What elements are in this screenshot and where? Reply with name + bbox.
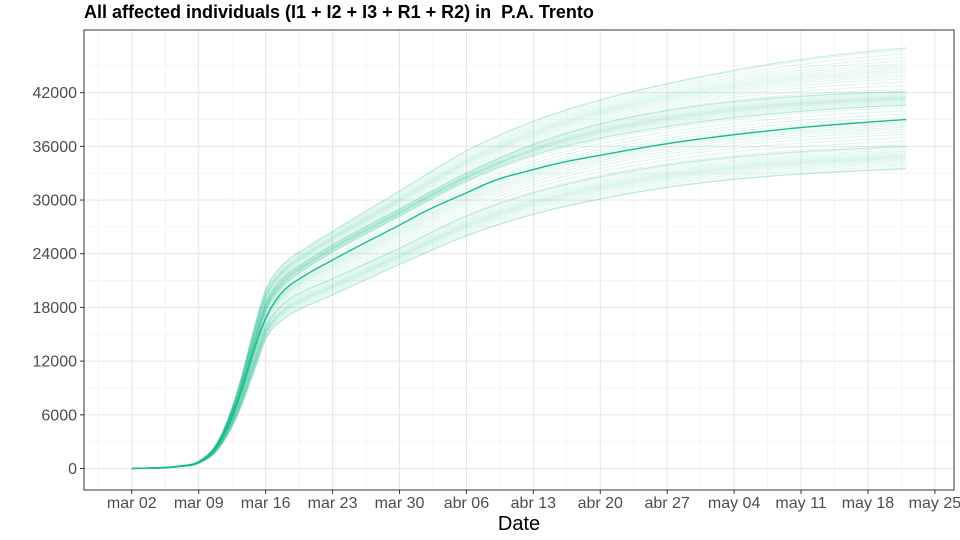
ensemble-series-line xyxy=(131,104,907,470)
median-line-group xyxy=(131,118,907,470)
ensemble-series-line xyxy=(131,69,907,470)
ensemble-series-line xyxy=(131,156,907,470)
ensemble-series-line xyxy=(131,96,907,470)
ensemble-series-line xyxy=(131,161,907,470)
y-tick-label: 30000 xyxy=(33,193,78,210)
ensemble-series-line xyxy=(131,131,907,470)
ensemble-series-line xyxy=(131,99,907,470)
chart-title: All affected individuals (I1 + I2 + I3 +… xyxy=(84,2,594,22)
x-tick-label: abr 06 xyxy=(444,495,489,512)
x-tick-label: may 04 xyxy=(708,495,761,512)
ensemble-series-line xyxy=(131,97,907,470)
ensemble-anchor-line xyxy=(131,168,907,470)
ensemble-series-line xyxy=(131,101,907,470)
ensemble-series-line xyxy=(131,148,907,470)
x-tick-label: mar 16 xyxy=(241,495,291,512)
ensemble-series-line xyxy=(131,65,907,470)
ensemble-series-line xyxy=(131,78,907,470)
ensemble-series-line xyxy=(131,98,907,470)
ensemble-series-line xyxy=(131,157,907,470)
ensemble-series-line xyxy=(131,153,907,470)
ensemble-series-line xyxy=(131,124,907,470)
ensemble-series-line xyxy=(131,67,907,470)
ensemble-series-line xyxy=(131,89,907,470)
ensemble-series-line xyxy=(131,71,907,470)
ensemble-series-line xyxy=(131,91,907,470)
ensemble-series-line xyxy=(131,81,907,470)
ensemble-series-line xyxy=(131,95,907,470)
x-tick-label: abr 27 xyxy=(644,495,689,512)
y-tick-label: 24000 xyxy=(33,246,78,263)
x-axis-title: Date xyxy=(498,513,540,535)
ensemble-series-line xyxy=(131,93,907,470)
ensemble-series-line xyxy=(131,75,907,470)
ensemble-series-line xyxy=(131,85,907,470)
ensemble-anchor-line xyxy=(131,91,907,470)
ensemble-series-line xyxy=(131,99,907,470)
x-tick-label: mar 23 xyxy=(308,495,358,512)
ensemble-series-line xyxy=(131,126,907,470)
ensemble-anchor-line xyxy=(131,145,907,470)
ensemble-series-line xyxy=(131,152,907,470)
minor-gridlines xyxy=(84,30,954,490)
ensemble-series-line xyxy=(131,165,907,470)
x-tick-label: abr 20 xyxy=(578,495,623,512)
x-tick-label: mar 09 xyxy=(174,495,224,512)
median-series-line xyxy=(131,118,907,470)
ensemble-series-line xyxy=(131,97,907,470)
ensemble-anchor-line xyxy=(131,47,907,470)
x-axis: mar 02 mar 09 mar 16 mar 23 mar 30 abr 06 abr … xyxy=(107,490,960,512)
ensemble-lines xyxy=(131,47,907,470)
ensemble-series-line xyxy=(131,144,907,470)
ensemble-series-line xyxy=(131,110,907,470)
y-axis: 0 6000 12000 18000 24000 30000 36000 42000 xyxy=(33,85,84,478)
ensemble-series-line xyxy=(131,53,907,470)
ensemble-series-line xyxy=(131,163,907,470)
ensemble-series-line xyxy=(131,100,907,470)
x-tick-label: may 11 xyxy=(775,495,826,512)
ensemble-series-line xyxy=(131,140,907,470)
ensemble-series-line xyxy=(131,158,907,470)
x-tick-label: may 25 xyxy=(909,495,960,512)
ensemble-series-line xyxy=(131,160,907,470)
ensemble-series-line xyxy=(131,73,907,470)
y-tick-label: 36000 xyxy=(33,139,78,156)
x-tick-label: mar 02 xyxy=(107,495,157,512)
ensemble-series-line xyxy=(131,49,907,470)
ensemble-series-line xyxy=(131,133,907,470)
ensemble-series-line xyxy=(131,136,907,470)
ensemble-series-line xyxy=(131,167,907,470)
ensemble-series-line xyxy=(131,94,907,470)
ensemble-series-line xyxy=(131,155,907,470)
x-tick-label: may 18 xyxy=(842,495,895,512)
ensemble-series-line xyxy=(131,56,907,470)
ensemble-series-line xyxy=(131,147,907,470)
plot-panel xyxy=(84,30,954,490)
y-tick-label: 18000 xyxy=(33,300,78,317)
ensemble-series-line xyxy=(131,102,907,470)
ensemble-series-line xyxy=(131,95,907,470)
y-tick-label: 0 xyxy=(68,461,77,478)
ensemble-series-line xyxy=(131,154,907,470)
y-tick-label: 6000 xyxy=(41,407,77,424)
x-tick-label: mar 30 xyxy=(375,495,425,512)
y-tick-label: 12000 xyxy=(33,354,78,371)
major-gridlines xyxy=(84,30,954,490)
ensemble-series-line xyxy=(131,60,907,470)
plot-border xyxy=(83,29,955,491)
x-tick-label: abr 13 xyxy=(511,495,556,512)
y-tick-label: 42000 xyxy=(33,85,78,102)
ensemble-anchor-line xyxy=(131,104,907,470)
ensemble-series-line xyxy=(131,106,907,470)
ensemble-series-line xyxy=(131,150,907,470)
ensemble-series-line xyxy=(131,128,907,470)
ensemble-series-line xyxy=(131,63,907,470)
